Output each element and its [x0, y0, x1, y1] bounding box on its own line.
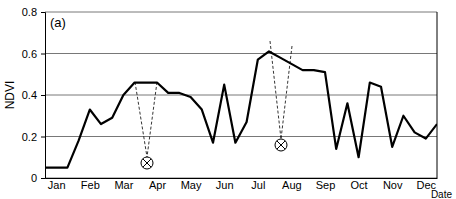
annotation-line — [270, 41, 281, 139]
frame — [437, 12, 438, 178]
y-tick: 0.6 — [22, 48, 45, 60]
annotation-line — [147, 82, 157, 157]
y-tick-mark — [41, 95, 45, 96]
y-tick: 0.4 — [22, 89, 45, 101]
y-tick-label: 0.6 — [22, 48, 37, 60]
annotation-cross — [143, 159, 151, 167]
x-tick: Jul — [251, 178, 265, 191]
y-axis-title: NDVI — [3, 81, 17, 110]
x-tick: Jun — [216, 178, 234, 191]
x-tick-label: Aug — [282, 179, 302, 191]
marks — [45, 51, 437, 167]
annotation-symbol — [275, 139, 287, 151]
y-tick: 0.8 — [22, 6, 45, 18]
x-tick-label: May — [181, 179, 202, 191]
grid-line — [45, 12, 437, 13]
x-tick: Mar — [114, 178, 133, 191]
y-tick-mark — [41, 178, 45, 179]
x-axis-title: Date — [431, 189, 453, 199]
y-tick: 0 — [31, 172, 45, 184]
y-tick-label: 0.8 — [22, 6, 37, 18]
y-tick-mark — [41, 12, 45, 13]
x-tick-label: Jul — [251, 179, 265, 191]
y-tick-label: 0.2 — [22, 131, 37, 143]
grid — [45, 12, 437, 178]
x-tick-label: Nov — [383, 179, 403, 191]
annotation — [135, 41, 292, 169]
ndvi-line — [45, 51, 437, 167]
grid-line — [45, 95, 437, 96]
y-tick-label: 0 — [31, 172, 37, 184]
plot-area: 0 0.2 0.4 0.6 0.8 Jan Feb Mar Apr May Jun Jul Aug Sep… — [22, 6, 438, 191]
x-tick-label: Feb — [81, 179, 100, 191]
grid-line — [45, 178, 437, 179]
chart: 0 0.2 0.4 0.6 0.8 Jan Feb Mar Apr May Jun Jul Aug Sep… — [0, 0, 456, 199]
x-tick-label: Jan — [48, 179, 66, 191]
annotation-line — [281, 46, 292, 139]
y-tick-mark — [41, 137, 45, 138]
x-tick: May — [181, 178, 202, 191]
x-tick: Jan — [48, 178, 66, 191]
annotation-line — [135, 82, 147, 157]
y-axis: 0 0.2 0.4 0.6 0.8 — [22, 6, 46, 184]
y-tick-label: 0.4 — [22, 89, 37, 101]
x-tick: Feb — [81, 178, 100, 191]
x-tick-label: Sep — [316, 179, 336, 191]
annotation-cross — [277, 141, 285, 149]
x-tick: Nov — [383, 178, 403, 191]
x-tick-label: Jun — [216, 179, 234, 191]
x-tick-label: Oct — [351, 179, 368, 191]
grid-line — [45, 53, 437, 54]
x-tick: Aug — [282, 178, 302, 191]
x-axis-line — [46, 178, 438, 179]
x-axis: JanFebMarAprMayJunJulAugSepOctNovDec — [46, 178, 438, 191]
panel-label: (a) — [50, 15, 66, 30]
annotation-symbol — [141, 157, 153, 169]
y-tick: 0.2 — [22, 131, 45, 143]
x-tick: Sep — [316, 178, 336, 191]
y-tick-mark — [41, 54, 45, 55]
x-tick-label: Apr — [149, 179, 166, 191]
y-axis-line — [41, 13, 46, 179]
x-tick: Oct — [351, 178, 368, 191]
x-tick: Apr — [149, 178, 166, 191]
x-tick-label: Mar — [114, 179, 133, 191]
grid-line — [45, 136, 437, 137]
